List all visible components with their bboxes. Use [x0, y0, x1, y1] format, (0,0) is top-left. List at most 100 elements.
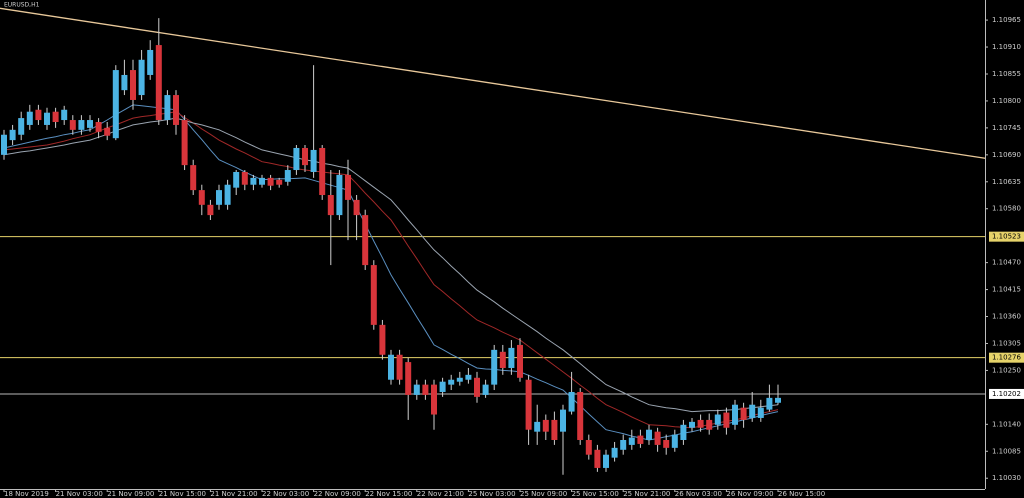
candle-body	[603, 454, 609, 468]
candle-body	[112, 70, 119, 139]
candle-body	[190, 165, 197, 191]
candle-body	[370, 265, 377, 325]
candle-body	[620, 440, 627, 450]
x-tick-label: 25 Nov 21:00	[623, 490, 670, 498]
candle-body	[69, 120, 76, 130]
candle-body	[740, 407, 747, 420]
candle-body	[465, 374, 472, 380]
candle-body	[525, 379, 532, 430]
candle-body	[474, 377, 480, 397]
candle-body	[207, 204, 214, 216]
candle-body	[542, 419, 549, 432]
x-tick-label: 18 Nov 2019	[4, 490, 49, 498]
candle-body	[276, 179, 283, 185]
candle-body	[585, 440, 592, 455]
x-tick-label: 25 Nov 03:00	[468, 490, 515, 498]
y-tick-label: 1.10745	[992, 124, 1021, 132]
candle-body	[155, 45, 162, 121]
candle-body	[319, 147, 326, 196]
y-tick-label: 1.10580	[992, 205, 1021, 213]
candle-body	[749, 404, 756, 418]
candle-body	[568, 391, 575, 412]
candle-body	[422, 384, 429, 395]
candle-body	[9, 129, 16, 141]
candle-body	[594, 449, 601, 468]
candle-body	[138, 59, 145, 96]
candle-body	[259, 177, 265, 185]
candle-body	[577, 391, 584, 441]
candle-body	[130, 70, 136, 100]
candle-body	[181, 120, 188, 166]
candle-body	[405, 362, 412, 395]
candle-body	[388, 354, 394, 380]
x-tick-label: 21 Nov 21:00	[210, 490, 257, 498]
x-tick-label: 21 Nov 15:00	[159, 490, 206, 498]
moving-average	[3, 117, 779, 413]
candle-body	[362, 215, 369, 266]
candle-body	[26, 111, 33, 125]
x-tick-label: 25 Nov 15:00	[572, 490, 619, 498]
candle-body	[723, 412, 730, 428]
candle-body	[121, 74, 128, 91]
candle-body	[336, 174, 343, 216]
candle-body	[35, 109, 42, 121]
candle-body	[706, 419, 713, 430]
y-tick-label: 1.10800	[992, 97, 1021, 105]
y-tick-label: 1.10965	[992, 16, 1021, 24]
candle-body	[1, 134, 7, 155]
x-tick-label: 25 Nov 09:00	[520, 490, 567, 498]
candle-body	[52, 111, 59, 123]
y-tick-label: 1.10085	[992, 447, 1021, 455]
x-tick-label: 21 Nov 03:00	[56, 490, 103, 498]
x-tick-label: 22 Nov 03:00	[262, 490, 309, 498]
candle-body	[534, 421, 541, 432]
candle-body	[233, 171, 240, 188]
x-tick-label: 26 Nov 03:00	[675, 490, 722, 498]
candle-body	[284, 170, 291, 182]
candle-body	[164, 95, 171, 121]
price-level-label: 1.10523	[992, 233, 1021, 241]
chart-title: EURUSD,H1	[4, 2, 40, 9]
y-tick-label: 1.10030	[992, 474, 1021, 482]
candle-body	[379, 324, 386, 355]
candle-body	[654, 431, 661, 445]
x-tick-label: 22 Nov 21:00	[417, 490, 464, 498]
candle-body	[345, 174, 351, 200]
candle-body	[241, 171, 248, 185]
candle-body	[482, 384, 489, 395]
candle-body	[517, 344, 523, 378]
candle-body	[353, 199, 360, 216]
y-tick-label: 1.10635	[992, 178, 1021, 186]
x-tick-label: 26 Nov 09:00	[726, 490, 773, 498]
candle-body	[18, 118, 25, 135]
candle-body	[732, 404, 738, 425]
candle-body	[87, 120, 93, 128]
price-level-tag	[989, 388, 1024, 399]
candle-body	[766, 397, 773, 410]
y-tick-label: 1.10250	[992, 366, 1021, 374]
y-tick-label: 1.10910	[992, 43, 1021, 51]
candle-body	[78, 120, 85, 130]
candle-body	[775, 397, 781, 403]
candle-body	[302, 147, 308, 166]
y-tick-label: 1.10140	[992, 420, 1021, 428]
y-tick-label: 1.10855	[992, 70, 1021, 78]
candle-body	[551, 419, 558, 441]
candle-body	[697, 419, 704, 428]
candle-body	[757, 407, 764, 418]
candle-body	[456, 377, 463, 382]
price-level-tag	[989, 352, 1024, 363]
candle-body	[714, 414, 721, 425]
candle-body	[44, 112, 50, 125]
candle-body	[95, 122, 102, 132]
candle-body	[147, 49, 154, 75]
candle-body	[680, 424, 687, 441]
candle-body	[491, 349, 498, 385]
x-tick-label: 26 Nov 15:00	[778, 490, 825, 498]
candle-body	[689, 421, 695, 428]
candle-body	[61, 109, 68, 121]
candle-body	[637, 435, 644, 444]
